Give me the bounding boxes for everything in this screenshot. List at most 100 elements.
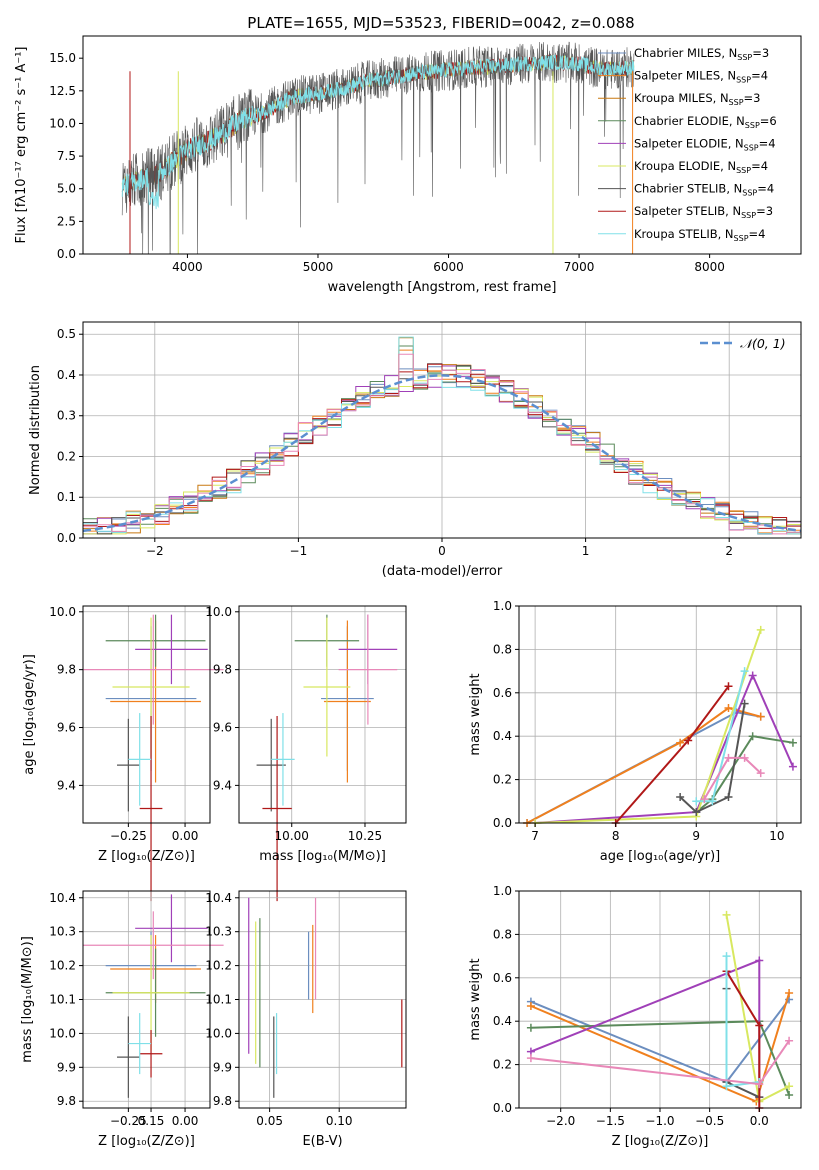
x-tick-label: 8000	[694, 260, 725, 274]
series-marker	[700, 795, 709, 804]
y-tick-label: 0.4	[57, 368, 76, 382]
panel-residuals: −2 −1 0 1 2 0.0 0.1 0.2 0.3 0.4 0.5 (data-model)/er…	[28, 321, 802, 579]
y-tick-label: 10.0	[49, 605, 76, 619]
x-tick-label: −0.25	[110, 1114, 147, 1128]
legend-label: Kroupa STELIB, NSSP=4	[634, 227, 765, 243]
y-tick-label: 10.0	[205, 1026, 232, 1040]
x-tick-label: 10.00	[275, 829, 309, 843]
panel-mass-vs-ebv: 0.05 0.10 9.8 9.9 10.0 10.1 10.2 10.3 10.4 E(B-V)	[205, 890, 407, 1149]
x-tick-label: 4000	[172, 260, 203, 274]
series-marker	[748, 732, 757, 741]
series-marker	[724, 703, 733, 712]
y-tick-label: 7.5	[57, 149, 76, 163]
y-tick-label: 0.2	[493, 773, 512, 787]
x-tick-label: 0	[438, 544, 446, 558]
panel-spectrum: 4000 5000 6000 7000 8000 0.0 2.5 5.0 7.5 10.0 12.5…	[14, 35, 802, 295]
axes-frame	[518, 890, 802, 1109]
plot-area	[121, 41, 635, 254]
figure-title: PLATE=1655, MJD=53523, FIBERID=0042, z=0…	[247, 14, 634, 32]
series-marker	[724, 753, 733, 762]
series-marker	[740, 699, 749, 708]
series-marker	[722, 952, 731, 961]
x-tick-label: 5000	[303, 260, 334, 274]
x-tick-label: −2	[146, 544, 164, 558]
y-tick-label: 10.0	[49, 1026, 76, 1040]
y-tick-label: 0.6	[493, 686, 512, 700]
series-marker	[755, 956, 764, 965]
legend-label: Kroupa MILES, NSSP=3	[634, 91, 760, 107]
legend-label: Salpeter MILES, NSSP=4	[634, 69, 768, 85]
y-tick-label: 9.8	[213, 1094, 232, 1108]
series-marker	[755, 1080, 764, 1089]
series-marker	[785, 1082, 794, 1091]
x-tick-label: 0.0	[750, 1114, 769, 1128]
x-tick-label: 6000	[433, 260, 464, 274]
series-line	[535, 672, 794, 824]
legend-label: 𝒩(0, 1)	[740, 336, 786, 351]
y-tick-label: 10.4	[205, 891, 232, 905]
legend-label: Salpeter ELODIE, NSSP=4	[634, 136, 776, 152]
y-tick-label: 0.0	[57, 247, 76, 261]
series-marker	[526, 1054, 535, 1063]
y-tick-label: 0.8	[493, 927, 512, 941]
series-marker	[756, 712, 765, 721]
series-marker	[722, 1082, 731, 1091]
axes-frame	[82, 35, 802, 255]
plot-area	[526, 910, 794, 1112]
x-tick-label: 0.00	[172, 829, 199, 843]
plot-area	[82, 336, 802, 535]
series-marker	[526, 1002, 535, 1011]
series-marker	[724, 682, 733, 691]
series-marker	[785, 1036, 794, 1045]
x-axis-label: mass [log₁₀(M/M⊙)]	[259, 849, 386, 864]
y-tick-label: 9.9	[213, 1060, 232, 1074]
y-axis-label: age [log₁₀(age/yr)]	[22, 654, 37, 775]
x-tick-label: 1	[582, 544, 590, 558]
y-tick-label: 10.3	[49, 925, 76, 939]
x-axis-label: Z [log₁₀(Z/Z⊙)]	[98, 849, 195, 864]
plot-area	[256, 614, 398, 902]
axes-frame	[82, 890, 211, 1109]
series-marker	[526, 1023, 535, 1032]
x-axis-label: E(B-V)	[302, 1134, 342, 1149]
panel-mass-vs-Z: −0.250.15 0.00 9.8 9.9 10.0 10.1 10.2 10.3 10.4 Z…	[20, 890, 224, 1149]
plot-area	[248, 897, 403, 1098]
x-tick-label: −0.25	[110, 829, 147, 843]
y-tick-label: 0.5	[57, 327, 76, 341]
y-tick-label: 10.2	[205, 959, 232, 973]
x-tick-label: 7	[531, 829, 539, 843]
y-tick-label: 10.4	[49, 891, 76, 905]
y-tick-label: 0.0	[493, 1101, 512, 1115]
x-tick-label: 0.05	[256, 1114, 283, 1128]
y-axis-label: Normed distribution	[28, 365, 43, 495]
y-axis-label: mass [log₁₀(M/M⊙)]	[20, 936, 35, 1063]
series-marker	[788, 762, 797, 771]
y-tick-label: 10.1	[205, 993, 232, 1007]
spectrum-line	[121, 54, 635, 210]
y-tick-label: 0.0	[57, 531, 76, 545]
y-tick-label: 10.3	[205, 925, 232, 939]
series-marker	[676, 738, 685, 747]
series-line	[725, 970, 761, 1108]
x-axis-label: Z [log₁₀(Z/Z⊙)]	[98, 1134, 195, 1149]
y-tick-label: 0.3	[57, 409, 76, 423]
y-tick-label: 0.4	[493, 1014, 512, 1028]
series-marker	[748, 671, 757, 680]
y-tick-label: 0.0	[493, 816, 512, 830]
spectrum-line	[121, 41, 635, 254]
x-tick-label: 7000	[564, 260, 595, 274]
histogram-step	[83, 363, 801, 529]
x-tick-label: 9	[692, 829, 700, 843]
residual-legend: 𝒩(0, 1)	[700, 336, 786, 351]
y-tick-label: 0.4	[493, 729, 512, 743]
panel-mass-weight-vs-age: 7 8 9 10 0.0 0.2 0.4 0.6 0.8 1.0 age [log₁₀(age/yr…	[468, 599, 802, 864]
series-line	[614, 685, 730, 824]
legend-label: Kroupa ELODIE, NSSP=4	[634, 159, 768, 175]
y-tick-label: 9.9	[57, 1060, 76, 1074]
y-tick-label: 0.2	[57, 449, 76, 463]
x-tick-label: 10	[769, 829, 784, 843]
y-tick-label: 0.8	[493, 642, 512, 656]
panel-age-vs-mass: 10.00 10.25 9.4 9.6 9.8 10.0 mass [log₁₀(M/M⊙)…	[205, 605, 407, 902]
series-marker	[692, 797, 701, 806]
